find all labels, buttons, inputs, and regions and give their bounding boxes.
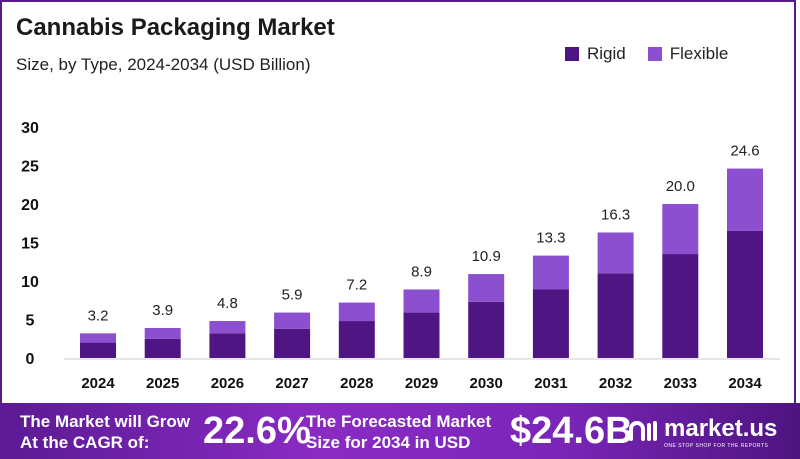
bar-rigid — [80, 342, 116, 358]
total-label: 8.9 — [411, 263, 432, 280]
bar-rigid — [144, 338, 181, 358]
bar-flexible — [468, 274, 505, 302]
footer-banner: The Market will Grow At the CAGR of: 22.6… — [0, 403, 800, 459]
cagr-label: The Market will Grow At the CAGR of: — [20, 412, 191, 452]
logo-icon — [629, 421, 657, 441]
bar-flexible — [597, 232, 634, 274]
x-tick-label: 2027 — [275, 375, 308, 392]
chart-title: Cannabis Packaging Market — [16, 14, 335, 41]
bar-flexible — [338, 302, 375, 322]
total-label: 16.3 — [601, 206, 630, 223]
bar-rigid — [532, 289, 569, 358]
y-tick-label: 20 — [21, 197, 39, 214]
x-tick-label: 2028 — [340, 375, 373, 392]
x-tick-label: 2034 — [728, 375, 762, 392]
y-tick-label: 0 — [26, 351, 35, 368]
x-tick-label: 2032 — [599, 375, 632, 392]
total-label: 13.3 — [536, 230, 565, 247]
total-label: 7.2 — [346, 277, 367, 294]
bar-chart: 0510152025303.220243.920254.820265.92027… — [21, 120, 780, 392]
bar-flexible — [209, 321, 246, 334]
bar-rigid — [468, 301, 505, 358]
total-label: 20.0 — [666, 178, 695, 195]
bar-rigid — [274, 328, 311, 358]
bar-rigid — [727, 230, 763, 358]
bar-flexible — [403, 289, 440, 313]
x-tick-label: 2031 — [534, 375, 567, 392]
y-tick-label: 30 — [21, 120, 39, 137]
bar-rigid — [597, 273, 634, 358]
bar-rigid — [209, 333, 246, 358]
bar-rigid — [338, 321, 375, 358]
bar-flexible — [80, 333, 116, 343]
x-tick-label: 2024 — [81, 375, 115, 392]
total-label: 4.8 — [217, 295, 238, 312]
legend-item-rigid: Rigid — [565, 44, 626, 64]
bar-rigid — [403, 312, 440, 358]
y-tick-label: 25 — [21, 159, 39, 176]
total-label: 5.9 — [282, 287, 303, 304]
x-tick-label: 2033 — [664, 375, 697, 392]
bar-flexible — [274, 312, 311, 329]
legend-label: Rigid — [587, 44, 626, 63]
y-tick-label: 5 — [26, 313, 35, 330]
x-tick-label: 2026 — [211, 375, 244, 392]
chart-subtitle: Size, by Type, 2024-2034 (USD Billion) — [16, 55, 311, 74]
x-tick-label: 2030 — [470, 375, 503, 392]
total-label: 3.2 — [88, 307, 109, 324]
legend-swatch-rigid — [565, 47, 579, 61]
brand-logo: market.us ONE STOP SHOP FOR THE REPORTS — [628, 415, 777, 449]
y-tick-label: 10 — [21, 274, 39, 291]
x-tick-label: 2025 — [146, 375, 179, 392]
bar-rigid — [662, 254, 699, 358]
bar-flexible — [532, 255, 569, 290]
forecast-value: $24.6B — [510, 410, 633, 452]
total-label: 24.6 — [730, 143, 759, 160]
y-tick-label: 15 — [21, 236, 39, 253]
bar-flexible — [727, 168, 763, 231]
x-tick-label: 2029 — [405, 375, 438, 392]
cagr-value: 22.6% — [203, 410, 311, 452]
legend-swatch-flexible — [647, 47, 662, 61]
total-label: 3.9 — [152, 302, 173, 319]
total-label: 10.9 — [472, 248, 501, 265]
legend-item-flexible: Flexible — [647, 44, 729, 64]
bar-flexible — [144, 327, 181, 339]
bar-flexible — [662, 204, 699, 255]
forecast-label: The Forecasted Market Size for 2034 in US… — [306, 412, 492, 452]
legend-label: Flexible — [669, 44, 729, 63]
legend: Rigid Flexible — [565, 44, 728, 64]
